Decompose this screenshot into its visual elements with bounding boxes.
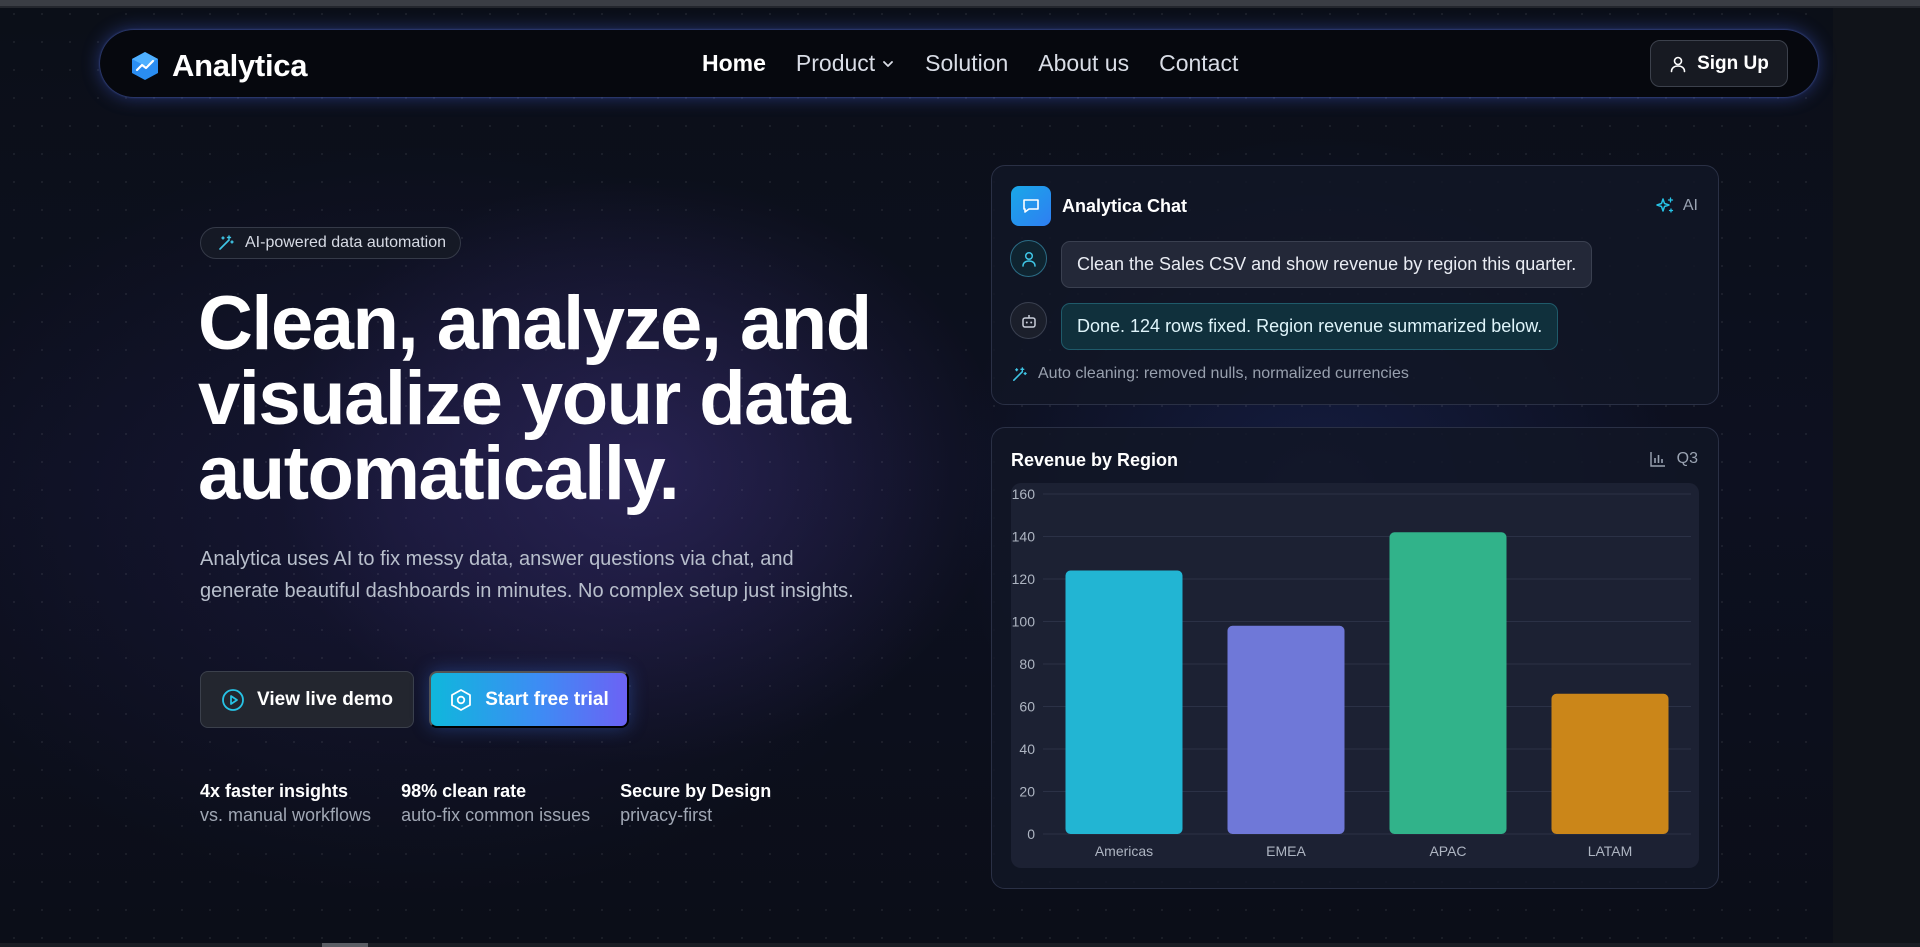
stat-item: 4x faster insights vs. manual workflows: [200, 780, 371, 828]
horizontal-scrollbar[interactable]: [0, 943, 1920, 947]
y-tick-label: 140: [1012, 529, 1036, 545]
right-edge-strip: [1833, 0, 1920, 947]
view-live-demo-button[interactable]: View live demo: [200, 671, 414, 728]
y-tick-label: 120: [1012, 571, 1036, 587]
chart-cube-icon: [132, 52, 158, 80]
user-avatar: [1010, 240, 1047, 277]
hero-subtext: Analytica uses AI to fix messy data, ans…: [200, 548, 854, 602]
y-tick-label: 0: [1027, 826, 1035, 842]
ai-label: AI: [1682, 197, 1698, 214]
nav-link-home[interactable]: Home: [702, 50, 766, 76]
bar-emea[interactable]: [1227, 625, 1345, 834]
robot-icon: [1021, 314, 1036, 328]
bot-message: Done. 124 rows fixed. Region revenue sum…: [1061, 303, 1559, 350]
bar-chart-icon: [1649, 452, 1665, 467]
scrollbar-thumb[interactable]: [322, 943, 368, 947]
chevron-down-icon: [883, 60, 894, 67]
brand[interactable]: Analytica: [130, 48, 307, 84]
y-tick-label: 100: [1012, 614, 1036, 630]
hero-headline: Clean, analyze, and visualize your data …: [198, 281, 918, 516]
stat-subtitle: auto-fix common issues: [401, 805, 591, 825]
nav-link-product[interactable]: Product: [796, 50, 895, 77]
start-free-trial-label: Start free trial: [485, 688, 609, 710]
browser-top-edge: [0, 0, 1920, 8]
top-navbar: Analytica Home Product Solution About us…: [100, 30, 1818, 97]
stats-row: 4x faster insights vs. manual workflows …: [200, 780, 801, 828]
x-tick-label: LATAM: [1588, 843, 1633, 859]
stat-title: 4x faster insights: [200, 781, 349, 801]
sparkles-icon: [1656, 197, 1674, 213]
chat-title: Analytica Chat: [1062, 195, 1188, 216]
feature-badge: AI-powered data automation: [200, 227, 462, 259]
feature-badge-label: AI-powered data automation: [245, 234, 447, 251]
nav-link-product-label: Product: [795, 50, 876, 76]
auto-cleaning-note: Auto cleaning: removed nulls, normalized…: [1011, 365, 1409, 383]
x-tick-label: EMEA: [1266, 843, 1306, 859]
y-tick-label: 160: [1012, 486, 1036, 502]
chat-card: Analytica Chat AI Clean the Sales CSV an…: [991, 165, 1719, 405]
y-tick-label: 40: [1019, 741, 1035, 757]
chart-period-label: Q3: [1676, 450, 1698, 467]
stat-subtitle: vs. manual workflows: [200, 805, 372, 825]
start-free-trial-button[interactable]: Start free trial: [429, 671, 629, 728]
user-icon: [1021, 251, 1036, 267]
stat-item: Secure by Design privacy-first: [620, 780, 771, 828]
y-tick-label: 60: [1019, 699, 1035, 715]
x-tick-label: APAC: [1429, 843, 1466, 859]
brand-name: Analytica: [172, 48, 308, 83]
stat-item: 98% clean rate auto-fix common issues: [401, 780, 590, 828]
auto-cleaning-text: Auto cleaning: removed nulls, normalized…: [1038, 365, 1409, 382]
bar-americas[interactable]: [1065, 570, 1183, 835]
nav-link-solution[interactable]: Solution: [925, 50, 1009, 76]
view-live-demo-label: View live demo: [257, 688, 393, 710]
nav-links: Home Product Solution About us Contact: [702, 50, 1238, 77]
chat-header: Analytica Chat: [1011, 186, 1187, 226]
nav-link-about[interactable]: About us: [1038, 50, 1130, 76]
chat-bubble-icon: [1011, 186, 1051, 226]
chart-plot-area: 0 20 40 60 80 100 120 140 160 Americas EMEA APAC LAT…: [1011, 483, 1699, 868]
chart-period: Q3: [1649, 450, 1698, 468]
magic-wand-icon: [1013, 366, 1027, 381]
stat-title: 98% clean rate: [401, 781, 527, 801]
sign-up-button[interactable]: Sign Up: [1650, 40, 1788, 87]
revenue-chart-card: Revenue by Region Q3 0 20 40 60 80 100 120 140 1…: [991, 427, 1719, 889]
y-tick-label: 20: [1019, 784, 1035, 800]
user-icon: [1670, 56, 1686, 72]
play-circle-icon: [222, 688, 244, 711]
hexagon-icon: [451, 688, 472, 711]
headline-line-3: automatically.: [198, 431, 680, 516]
revenue-bar-chart: 0 20 40 60 80 100 120 140 160 Americas EMEA APAC LAT…: [1012, 486, 1691, 859]
stat-subtitle: privacy-first: [620, 805, 713, 825]
headline-line-1: Clean, analyze, and: [198, 281, 872, 366]
nav-link-contact[interactable]: Contact: [1159, 50, 1239, 76]
headline-line-2: visualize your data: [198, 356, 851, 441]
bar-latam[interactable]: [1551, 693, 1669, 834]
user-message: Clean the Sales CSV and show revenue by …: [1061, 241, 1593, 288]
y-tick-label: 80: [1019, 656, 1035, 672]
chart-title: Revenue by Region: [1011, 450, 1179, 470]
magic-wand-icon: [219, 235, 234, 250]
sign-up-label: Sign Up: [1697, 52, 1769, 74]
stat-title: Secure by Design: [620, 781, 772, 801]
x-tick-label: Americas: [1095, 843, 1153, 859]
ai-indicator: AI: [1655, 196, 1698, 216]
bot-avatar: [1010, 302, 1047, 339]
bar-apac[interactable]: [1389, 532, 1507, 834]
